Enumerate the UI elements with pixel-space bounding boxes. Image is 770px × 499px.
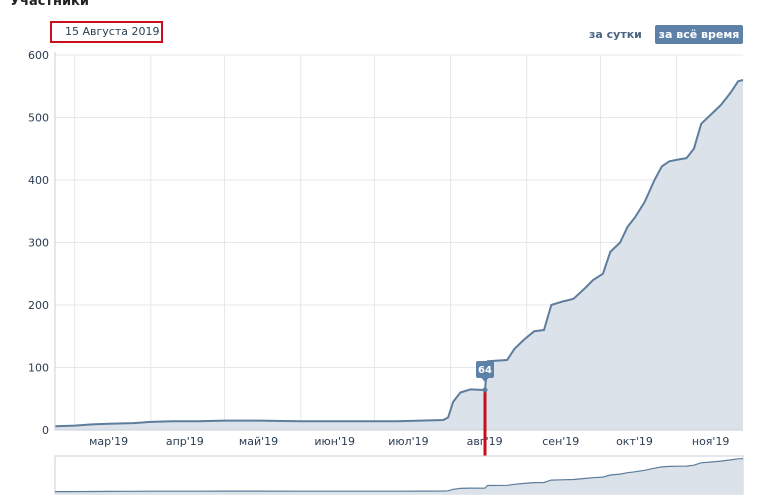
x-tick-label: апр'19 bbox=[166, 435, 204, 448]
x-tick-label: окт'19 bbox=[616, 435, 653, 448]
series-line bbox=[54, 79, 744, 428]
chart-axes: 0 100 200 300 400 500 600 мар'19 апр'19 май'19 июн… bbox=[28, 49, 743, 448]
navigator-line bbox=[55, 458, 744, 493]
x-tick-label: ноя'19 bbox=[692, 435, 730, 448]
x-tick-label: сен'19 bbox=[542, 435, 579, 448]
y-tick-label: 200 bbox=[28, 299, 49, 312]
y-tick-label: 500 bbox=[28, 112, 49, 125]
range-navigator[interactable] bbox=[54, 455, 744, 495]
x-tick-label: мар'19 bbox=[89, 435, 128, 448]
y-tick-label: 0 bbox=[42, 424, 49, 437]
tooltip-box bbox=[476, 361, 494, 378]
chart-marker-layer: 64 bbox=[476, 361, 494, 458]
x-tick-label: июл'19 bbox=[388, 435, 428, 448]
period-day-button[interactable]: за сутки bbox=[589, 28, 642, 41]
y-tick-label: 400 bbox=[28, 174, 49, 187]
x-tick-label: июн'19 bbox=[314, 435, 355, 448]
x-tick-label: май'19 bbox=[239, 435, 278, 448]
y-tick-label: 600 bbox=[28, 49, 49, 62]
selected-point bbox=[482, 387, 488, 393]
page-title: Участники bbox=[10, 0, 89, 9]
tooltip-pointer bbox=[481, 377, 489, 382]
series-area bbox=[55, 80, 743, 430]
tooltip-value: 64 bbox=[478, 365, 492, 376]
y-tick-label: 300 bbox=[28, 237, 49, 250]
chart-area-layer bbox=[54, 79, 744, 430]
y-tick-label: 100 bbox=[28, 362, 49, 375]
navigator-area bbox=[55, 458, 743, 494]
period-all-time-button[interactable]: за всё время bbox=[655, 25, 743, 44]
selected-date-label: 15 Августа 2019 bbox=[50, 21, 163, 43]
